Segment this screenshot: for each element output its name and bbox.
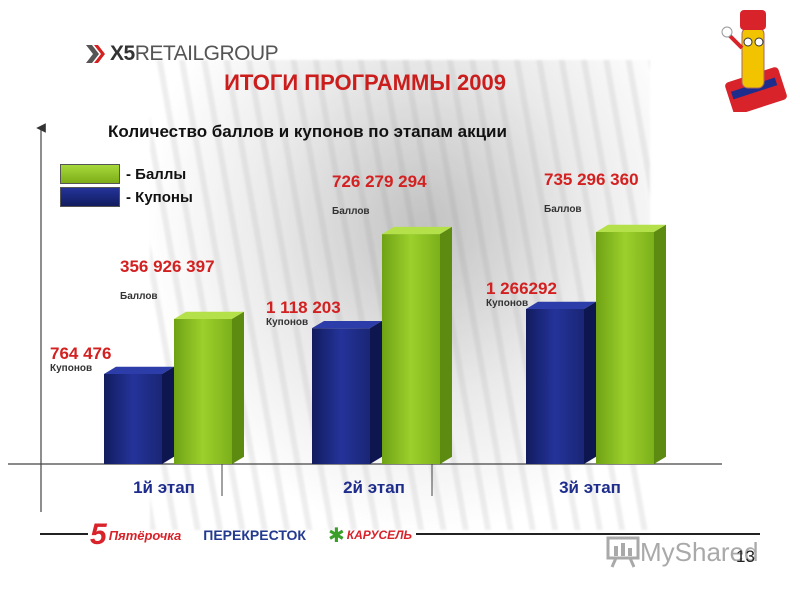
unit-label-coupons: Купонов <box>486 298 529 309</box>
karusel-star-icon: ✱ <box>327 524 345 547</box>
mascot-card-icon <box>718 4 788 115</box>
data-label-points: 726 279 294 <box>332 172 427 192</box>
unit-label-points: Баллов <box>332 206 370 218</box>
myshared-watermark: MyShared <box>606 536 759 568</box>
logo-text-strong: X5 <box>110 42 135 65</box>
bar-points <box>596 224 666 464</box>
page-title: ИТОГИ ПРОГРАММЫ 2009 <box>224 70 506 95</box>
perekrestok-logo-text: ПЕРЕКРЕСТОК <box>203 527 306 543</box>
legend-label-points: - Баллы <box>126 165 187 183</box>
pyaterochka-logo: 5 Пятёрочка <box>90 518 181 552</box>
legend-label-coupons: - Купоны <box>126 188 193 206</box>
watermark-text: MyShared <box>640 536 759 567</box>
unit-label-points: Баллов <box>120 291 158 302</box>
bar-points <box>174 311 244 464</box>
logo-text-light: RETAILGROUP <box>134 42 279 65</box>
pyaterochka-logo-text: Пятёрочка <box>108 527 182 543</box>
karusel-logo: ✱ КАРУСЕЛЬ <box>328 523 412 548</box>
legend-item-points: - Баллы <box>60 164 186 184</box>
bar-coupons <box>526 301 596 464</box>
legend-swatch-points <box>60 164 120 184</box>
chart-subtitle: Количество баллов и купонов по этапам ак… <box>108 122 507 141</box>
legend-swatch-coupons <box>60 187 120 207</box>
x-tick-label: 2й этап <box>343 478 405 497</box>
unit-label-points: Баллов <box>544 204 582 215</box>
legend-item-coupons: - Купоны <box>60 187 193 207</box>
x-tick-label: 1й этап <box>133 478 195 497</box>
data-label-points: 356 926 397 <box>120 257 215 276</box>
data-label-points: 735 296 360 <box>544 170 639 189</box>
unit-label-coupons: Купонов <box>50 363 93 374</box>
data-label-coupons: 1 266292 <box>486 279 557 298</box>
data-label-coupons: 764 476 <box>50 344 112 363</box>
pyaterochka-logo-number: 5 <box>90 518 107 551</box>
x5-logo: X5RETAILGROUP <box>86 40 279 68</box>
data-label-coupons: 1 118 203 <box>266 298 341 318</box>
unit-label-coupons: Купонов <box>266 317 309 329</box>
presentation-board-icon <box>606 536 640 568</box>
brand-logos: 5 Пятёрочка ПЕРЕКРЕСТОК ✱ КАРУСЕЛЬ <box>90 518 434 552</box>
x-tick-label: 3й этап <box>559 478 621 497</box>
karusel-logo-text: КАРУСЕЛЬ <box>346 528 413 542</box>
bar-points <box>382 226 452 464</box>
x5-mark-icon <box>86 43 108 65</box>
bar-coupons <box>104 366 174 464</box>
bar-coupons <box>312 320 382 464</box>
page-number: 13 <box>736 547 755 566</box>
perekrestok-logo: ПЕРЕКРЕСТОК <box>203 527 306 543</box>
